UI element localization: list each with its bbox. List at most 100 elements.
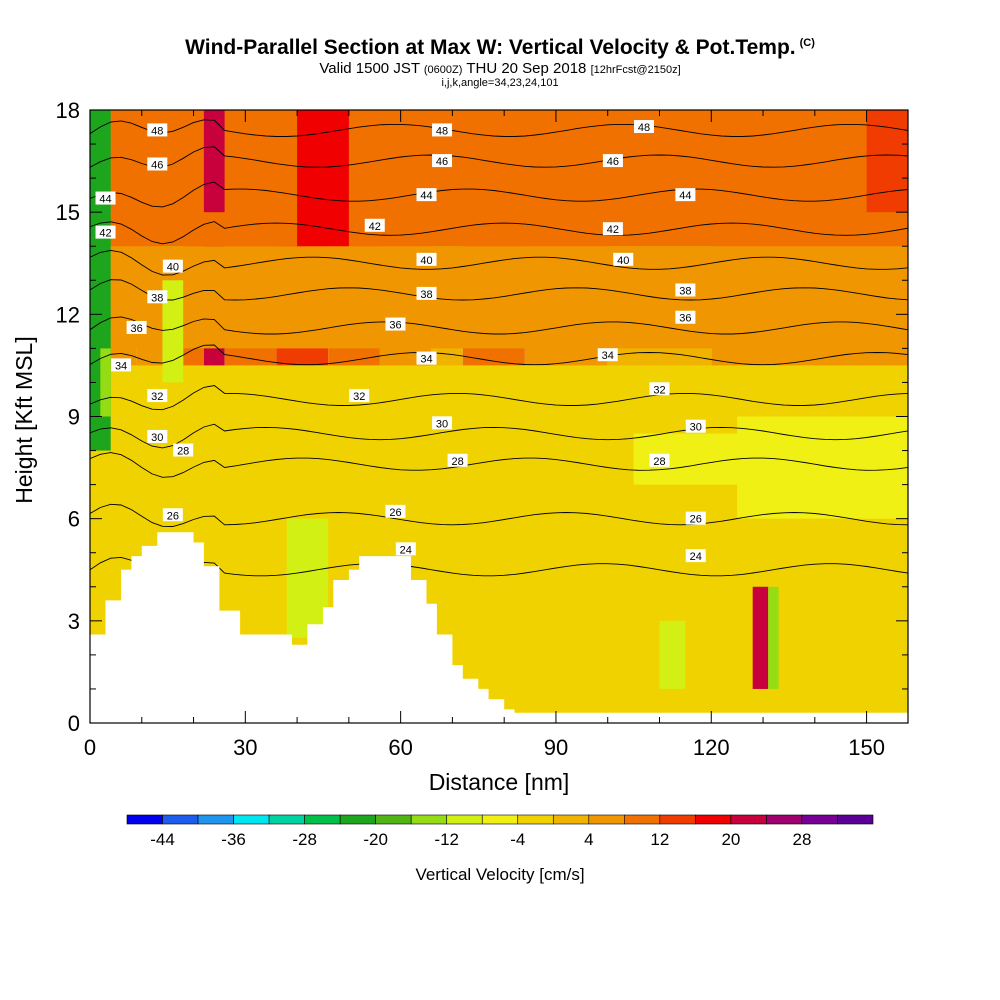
svg-text:28: 28 (451, 456, 463, 468)
colorbar-label: 20 (721, 830, 740, 849)
svg-text:32: 32 (653, 384, 665, 396)
svg-text:40: 40 (617, 255, 629, 267)
velocity-cell (203, 110, 225, 213)
contour-label: 38 (675, 283, 696, 297)
svg-text:36: 36 (679, 313, 691, 325)
colorbar-label: -36 (221, 830, 246, 849)
x-tick-label: 30 (233, 735, 257, 760)
colorbar-swatch (197, 814, 234, 825)
contour-label: 28 (649, 453, 670, 468)
terrain-mask (90, 532, 908, 723)
contour-label: 30 (432, 416, 453, 430)
colorbar-label: 12 (650, 830, 669, 849)
contour-label: 26 (685, 511, 706, 526)
svg-text:46: 46 (151, 159, 163, 171)
x-tick-label: 150 (848, 735, 885, 760)
velocity-cell (752, 586, 769, 689)
svg-text:34: 34 (420, 354, 432, 366)
y-tick-label: 6 (68, 507, 80, 532)
colorbar-swatch (375, 814, 412, 825)
svg-text:36: 36 (130, 323, 142, 335)
svg-text:44: 44 (420, 190, 432, 202)
theta-contours (90, 119, 908, 577)
theta-contour-28 (90, 452, 908, 478)
svg-text:44: 44 (99, 194, 111, 206)
svg-text:30: 30 (690, 422, 702, 434)
colorbar-label: -12 (434, 830, 459, 849)
colorbar-label: 4 (584, 830, 593, 849)
svg-text:42: 42 (369, 221, 381, 233)
colorbar-swatch (588, 814, 625, 825)
contour-label: 40 (162, 259, 183, 274)
colorbar-swatch (410, 814, 448, 825)
svg-text:28: 28 (653, 456, 665, 468)
svg-text:46: 46 (607, 156, 619, 168)
contour-label: 42 (364, 218, 385, 233)
velocity-cell (737, 416, 908, 519)
contour-label: 34 (416, 351, 437, 366)
theta-contour-42 (90, 221, 908, 245)
contour-label: 48 (432, 123, 453, 137)
contour-label: 40 (416, 252, 437, 267)
svg-text:48: 48 (151, 125, 163, 137)
chart-title: Wind-Parallel Section at Max W: Vertical… (0, 36, 1000, 60)
colorbar-swatch (624, 814, 661, 825)
contour-label: 42 (95, 225, 116, 240)
contour-label: 32 (649, 382, 670, 396)
svg-text:32: 32 (353, 391, 365, 403)
contour-label: 30 (147, 429, 168, 444)
svg-text:48: 48 (638, 122, 650, 134)
colorbar-swatch (801, 814, 838, 825)
x-tick-label: 60 (388, 735, 412, 760)
contour-label: 30 (685, 419, 706, 434)
contour-label: 36 (675, 310, 696, 325)
x-axis: 0 30 60 90 120 150 (84, 110, 885, 760)
svg-text:30: 30 (151, 432, 163, 444)
y-tick-label: 18 (56, 98, 80, 123)
svg-text:26: 26 (690, 514, 702, 526)
x-tick-label: 120 (693, 735, 730, 760)
velocity-cell (162, 280, 184, 383)
x-tick-label: 90 (544, 735, 568, 760)
colorbar-swatch (233, 814, 270, 825)
subtitle-zulu: (0600Z) (423, 64, 463, 76)
svg-text:24: 24 (400, 544, 412, 556)
x-tick-label: 0 (84, 735, 96, 760)
contour-label: 36 (126, 320, 147, 335)
colorbar-label: -28 (292, 830, 317, 849)
colorbar-swatch (730, 814, 767, 825)
svg-text:28: 28 (177, 446, 189, 458)
svg-text:34: 34 (602, 350, 614, 362)
terrain (90, 532, 908, 723)
contour-label: 48 (147, 123, 168, 137)
colorbar-swatch (517, 814, 554, 825)
colorbar-swatch (481, 814, 519, 825)
colorbar-swatch (552, 814, 590, 825)
svg-text:32: 32 (151, 391, 163, 403)
svg-text:38: 38 (151, 292, 163, 304)
chart-title-text: Wind-Parallel Section at Max W: Vertical… (185, 36, 796, 59)
theta-contour-46 (90, 146, 908, 168)
colorbar-swatch (126, 814, 163, 825)
y-tick-label: 9 (68, 405, 80, 430)
colorbar-label: -44 (150, 830, 175, 849)
colorbar-swatch (446, 814, 483, 825)
contour-label: 24 (395, 542, 416, 556)
contour-label: 34 (597, 348, 618, 362)
contour-label: 32 (349, 389, 370, 403)
contour-label: 24 (685, 549, 706, 563)
colorbar-label: -20 (363, 830, 388, 849)
theta-contour-32 (90, 385, 908, 411)
svg-text:40: 40 (167, 262, 179, 274)
theta-contour-34 (90, 344, 908, 366)
colorbar-label: -4 (510, 830, 525, 849)
contour-label: 26 (385, 504, 406, 519)
contour-label: 34 (111, 358, 132, 372)
contour-label: 44 (416, 188, 437, 202)
svg-text:30: 30 (436, 418, 448, 430)
colorbar-swatch (837, 814, 874, 825)
contour-label: 42 (602, 222, 623, 236)
chart-indices: i,j,k,angle=34,23,24,101 (441, 77, 559, 89)
